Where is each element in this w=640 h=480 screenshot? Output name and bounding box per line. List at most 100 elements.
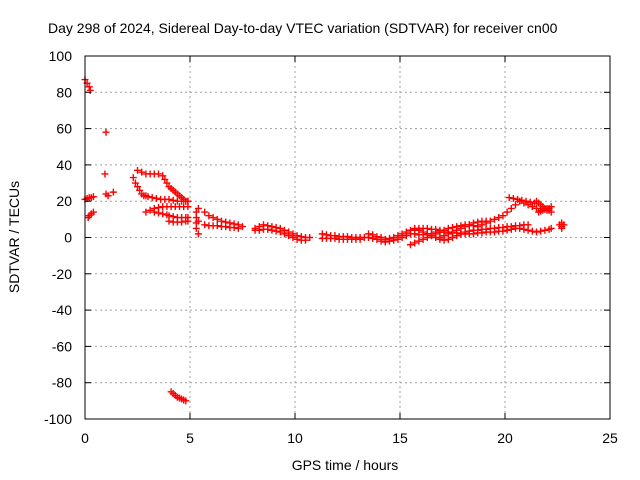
data-point xyxy=(165,217,173,225)
data-point xyxy=(522,197,530,205)
data-point xyxy=(560,221,568,229)
data-point xyxy=(547,208,555,216)
x-tick-label: 0 xyxy=(81,430,89,446)
data-point xyxy=(201,221,209,229)
data-point xyxy=(415,226,423,234)
data-point xyxy=(491,215,498,223)
data-point xyxy=(142,208,150,216)
data-point xyxy=(547,224,555,232)
y-tick-label: 40 xyxy=(56,157,72,173)
data-point xyxy=(402,232,410,240)
data-point xyxy=(503,208,511,216)
data-point xyxy=(558,224,566,232)
data-point xyxy=(159,172,167,180)
y-tick-label: 20 xyxy=(56,193,72,209)
data-point xyxy=(144,193,152,201)
data-point xyxy=(436,234,444,241)
data-point xyxy=(365,234,372,241)
data-point xyxy=(499,224,507,232)
data-point xyxy=(482,219,490,227)
data-point xyxy=(509,194,517,202)
y-tick-label: 60 xyxy=(56,121,72,137)
data-point xyxy=(505,194,513,202)
data-point xyxy=(230,224,238,232)
data-point xyxy=(482,225,490,233)
data-point xyxy=(129,174,137,182)
data-point xyxy=(194,204,202,212)
data-point xyxy=(213,215,221,223)
data-point xyxy=(136,186,144,194)
data-point xyxy=(524,221,532,229)
data-point xyxy=(163,179,171,187)
data-point xyxy=(169,196,177,204)
data-point xyxy=(444,228,452,236)
data-point xyxy=(407,241,414,249)
data-point xyxy=(518,196,526,204)
data-point xyxy=(85,83,93,91)
data-point xyxy=(182,397,190,405)
data-point xyxy=(178,218,186,226)
data-point xyxy=(390,236,398,244)
data-point xyxy=(537,227,545,235)
data-point xyxy=(285,232,293,240)
data-point xyxy=(213,222,221,230)
data-point xyxy=(465,221,473,229)
data-point xyxy=(131,179,139,187)
data-point xyxy=(264,225,272,233)
data-point xyxy=(281,230,288,238)
data-point xyxy=(474,226,482,234)
data-point xyxy=(507,223,515,231)
y-tick-label: -40 xyxy=(52,302,72,318)
data-point xyxy=(194,217,202,225)
y-tick-label: 100 xyxy=(49,48,73,64)
y-axis-label: SDTVAR / TECUs xyxy=(6,181,22,293)
chart-title: Day 298 of 2024, Sidereal Day-to-day VTE… xyxy=(48,20,558,36)
y-tick-label: -20 xyxy=(52,266,72,282)
data-point xyxy=(470,219,477,227)
data-point xyxy=(411,239,419,247)
data-point xyxy=(192,208,200,216)
data-point xyxy=(155,170,162,178)
data-point xyxy=(356,235,364,243)
data-point xyxy=(268,226,276,234)
data-point xyxy=(239,223,246,231)
axis-ticks xyxy=(84,55,611,420)
y-tick-label: 80 xyxy=(56,84,72,100)
data-point xyxy=(381,238,389,246)
data-point xyxy=(201,208,209,216)
data-point xyxy=(526,198,534,206)
data-series-sdtvar xyxy=(81,76,568,405)
data-point xyxy=(86,86,94,94)
data-point xyxy=(415,237,423,245)
y-tick-label: -60 xyxy=(52,338,72,354)
data-point xyxy=(394,235,402,243)
data-point xyxy=(205,212,213,220)
data-point xyxy=(184,203,192,211)
data-point xyxy=(89,208,97,216)
data-point xyxy=(491,224,498,232)
data-point xyxy=(419,235,427,243)
data-point xyxy=(423,230,431,238)
x-axis-label: GPS time / hours xyxy=(292,457,399,473)
y-tick-label: 0 xyxy=(64,230,72,246)
data-point xyxy=(306,234,314,241)
data-point xyxy=(194,230,202,238)
data-point xyxy=(102,128,110,136)
data-point xyxy=(293,235,301,243)
data-point xyxy=(411,224,419,232)
data-point xyxy=(369,234,377,242)
x-tick-label: 10 xyxy=(287,430,303,446)
data-point xyxy=(138,168,146,176)
data-point xyxy=(184,217,192,225)
data-point xyxy=(373,235,381,243)
data-point xyxy=(276,228,284,236)
data-point xyxy=(104,192,112,200)
data-point xyxy=(453,229,461,237)
data-point xyxy=(209,214,217,222)
data-point xyxy=(512,201,519,209)
data-point xyxy=(533,228,540,236)
y-tick-label: -100 xyxy=(44,411,72,427)
data-point xyxy=(289,234,297,241)
data-point xyxy=(234,224,242,232)
